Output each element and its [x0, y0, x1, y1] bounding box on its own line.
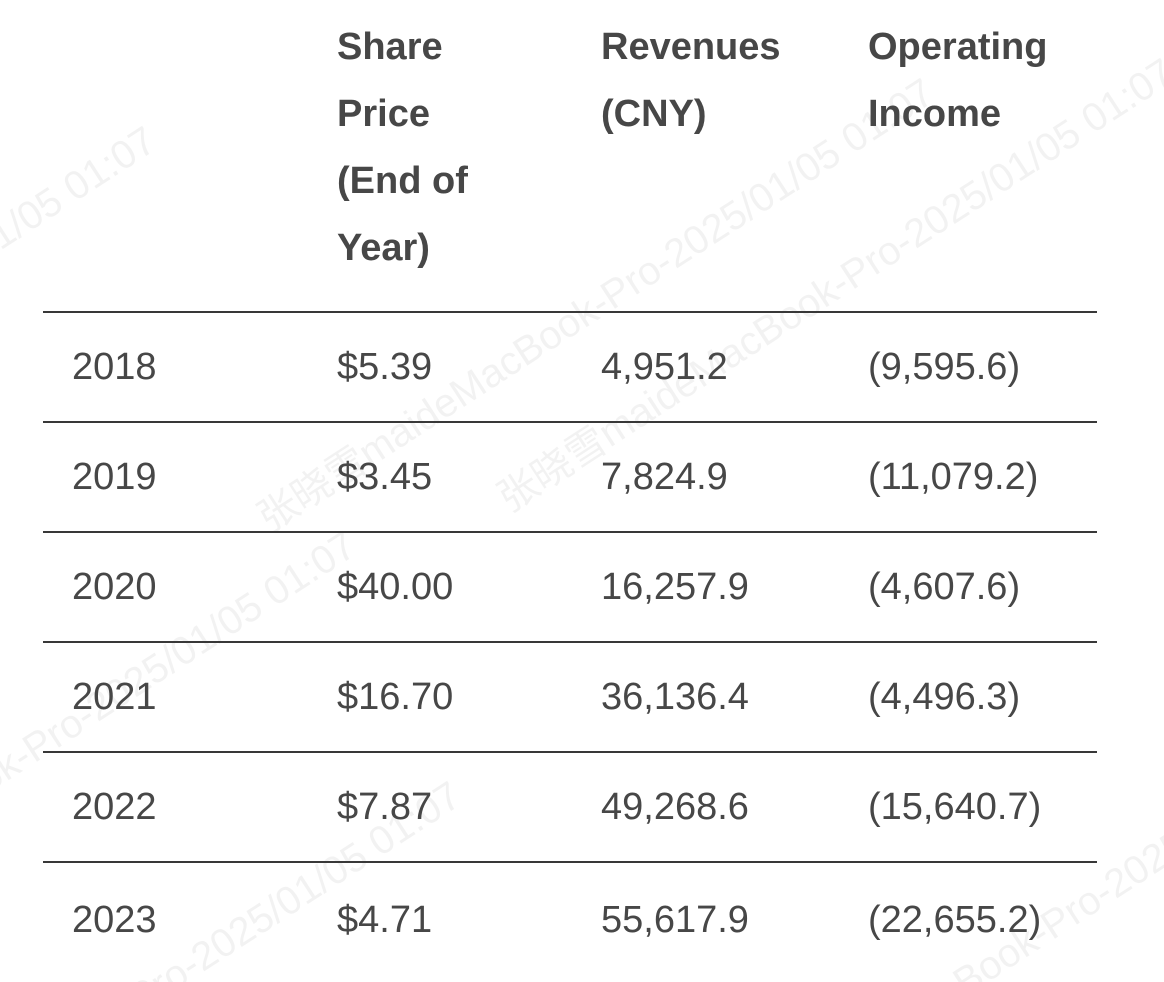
header-line: (End of	[337, 160, 468, 202]
table-row: 2018 $5.39 4,951.2 (9,595.6)	[43, 312, 1097, 423]
cell-share-price: $40.00	[337, 532, 601, 643]
cell-revenues: 49,268.6	[601, 752, 868, 863]
header-operating-income: Operating Income	[868, 0, 1097, 313]
header-share-price: Share Price (End of Year)	[337, 0, 601, 313]
cell-share-price: $5.39	[337, 312, 601, 423]
table-row: 2019 $3.45 7,824.9 (11,079.2)	[43, 422, 1097, 533]
table-header: Share Price (End of Year) Revenues (CNY)…	[43, 0, 1097, 313]
cell-operating-income: (11,079.2)	[868, 422, 1097, 533]
table-row: 2022 $7.87 49,268.6 (15,640.7)	[43, 752, 1097, 863]
header-revenues: Revenues (CNY)	[601, 0, 868, 313]
cell-revenues: 16,257.9	[601, 532, 868, 643]
cell-share-price: $16.70	[337, 642, 601, 753]
table-body: 2018 $5.39 4,951.2 (9,595.6) 2019 $3.45 …	[43, 312, 1097, 982]
financials-table: Share Price (End of Year) Revenues (CNY)…	[43, 0, 1097, 982]
cell-operating-income: (4,496.3)	[868, 642, 1097, 753]
header-line: Operating	[868, 26, 1048, 68]
header-line: Income	[868, 93, 1002, 135]
header-line: Year)	[337, 227, 430, 269]
header-line: Price	[337, 93, 430, 135]
cell-year: 2018	[43, 312, 337, 423]
header-line: Revenues	[601, 26, 781, 68]
cell-operating-income: (22,655.2)	[868, 899, 1042, 941]
cell-operating-income: (15,640.7)	[868, 752, 1097, 863]
cell-share-price: $3.45	[337, 422, 601, 533]
cell-revenues: 4,951.2	[601, 312, 868, 423]
cell-year: 2023	[72, 899, 157, 941]
header-row: Share Price (End of Year) Revenues (CNY)…	[43, 0, 1097, 313]
cell-operating-income: (9,595.6)	[868, 312, 1097, 423]
cell-year: 2021	[43, 642, 337, 753]
cell-year: 2022	[43, 752, 337, 863]
cell-operating-income: (4,607.6)	[868, 532, 1097, 643]
table-row: 2020 $40.00 16,257.9 (4,607.6)	[43, 532, 1097, 643]
cell-revenues: 7,824.9	[601, 422, 868, 533]
cell-revenues: 55,617.9	[601, 899, 749, 941]
table-row: 2021 $16.70 36,136.4 (4,496.3)	[43, 642, 1097, 753]
cell-year: 2019	[43, 422, 337, 533]
cell-share-price: $4.71	[337, 899, 433, 941]
cell-revenues: 36,136.4	[601, 642, 868, 753]
table-row: 2023 $4.71 55,617.9 (22,655.2)	[43, 862, 1097, 982]
header-line: Share	[337, 26, 443, 68]
header-line: (CNY)	[601, 93, 707, 135]
cell-year: 2020	[43, 532, 337, 643]
header-year	[43, 0, 337, 313]
cell-share-price: $7.87	[337, 752, 601, 863]
